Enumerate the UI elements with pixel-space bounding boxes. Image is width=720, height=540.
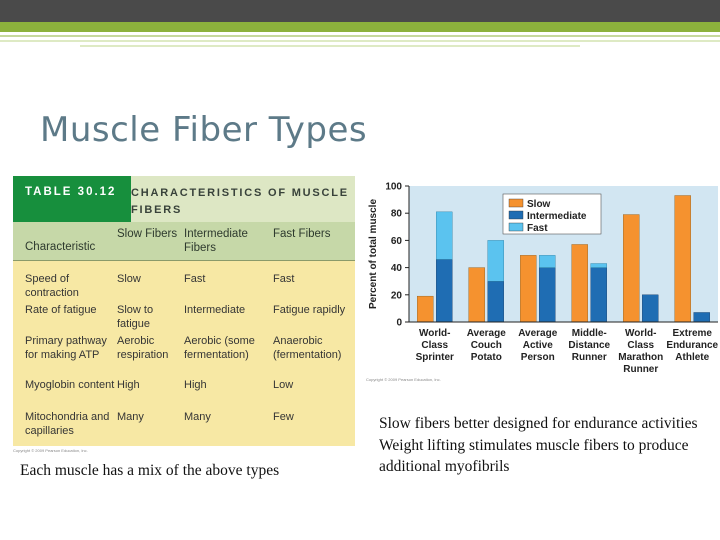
bar-fast — [436, 211, 453, 260]
slide-title: Muscle Fiber Types — [40, 110, 368, 150]
table-cell: Mitochondria and capillaries — [25, 411, 110, 437]
table-cell: Myoglobin content — [25, 379, 115, 391]
x-category-label: Middle- — [572, 328, 607, 339]
bar-intermediate — [693, 312, 710, 323]
x-category-label: Runner — [572, 352, 607, 363]
bar-slow — [623, 214, 640, 323]
chart-copyright: Copyright © 2009 Pearson Education, Inc. — [366, 377, 441, 382]
y-tick-label: 40 — [391, 263, 403, 274]
x-category-label: Endurance — [666, 340, 718, 351]
x-category-label: Runner — [623, 364, 658, 375]
legend-label-intermediate: Intermediate — [527, 211, 587, 222]
table-cell: Low — [273, 379, 294, 391]
table-cell: Anaerobic (fermentation) — [273, 335, 342, 361]
column-header-2: Intermediate Fibers — [184, 228, 248, 254]
bar-intermediate — [539, 267, 556, 323]
x-category-label: Athlete — [675, 352, 709, 363]
top-accent-bar — [0, 22, 720, 32]
bar-intermediate — [642, 294, 659, 323]
fiber-percentage-chart: 0 20 40 60 80 100 Percent of total muscle World… — [366, 182, 719, 383]
x-category-label: Extreme — [673, 328, 713, 339]
bar-fast — [590, 263, 607, 268]
bar-slow — [674, 195, 691, 323]
table-cell: High — [184, 379, 207, 391]
x-category-label: World- — [625, 328, 656, 339]
y-tick-label: 100 — [385, 182, 402, 193]
note-weight-lifting: Weight lifting stimulates muscle fibers … — [379, 436, 689, 476]
bar-fast — [487, 240, 504, 282]
table-cell: Rate of fatigue — [25, 304, 97, 316]
bar-slow — [520, 255, 537, 323]
table-title: CHARACTERISTICS OF MUSCLE FIBERS — [131, 187, 349, 216]
bar-slow — [468, 267, 485, 323]
column-header-1: Slow Fibers — [117, 228, 178, 240]
y-tick-label: 0 — [396, 318, 402, 329]
decorative-lines — [0, 35, 720, 47]
table-cell: Slow — [117, 273, 141, 285]
table-badge: TABLE 30.12 — [13, 176, 131, 222]
bar-intermediate — [487, 280, 504, 323]
legend-label-slow: Slow — [527, 199, 551, 210]
legend-swatch-intermediate — [508, 210, 524, 220]
x-category-label: Class — [421, 340, 448, 351]
bar-slow — [571, 244, 588, 323]
x-category-label: Distance — [568, 340, 610, 351]
table-cell: Intermediate — [184, 304, 246, 316]
bar-fast — [539, 255, 556, 268]
y-tick-label: 80 — [391, 209, 403, 220]
legend-swatch-fast — [508, 222, 524, 232]
top-bar — [0, 0, 720, 22]
bar-intermediate — [590, 267, 607, 323]
column-header-0: Characteristic — [25, 241, 96, 253]
column-header-divider — [13, 260, 355, 261]
table-header-band: TABLE 30.12 CHARACTERISTICS OF MUSCLE FI… — [13, 176, 355, 222]
x-category-label: Average — [467, 328, 507, 339]
x-category-label: Class — [627, 340, 654, 351]
x-category-label: Person — [521, 352, 555, 363]
table-cell: Fast — [273, 273, 295, 285]
x-category-label: Average — [518, 328, 558, 339]
table-cell: Primary pathway for making ATP — [25, 335, 107, 361]
bar-intermediate — [436, 259, 453, 323]
x-category-label: Couch — [471, 340, 502, 351]
table-cell: Speed of contraction — [25, 273, 79, 299]
y-tick-label: 20 — [391, 290, 403, 301]
x-category-label: World- — [419, 328, 450, 339]
legend-label-fast: Fast — [527, 223, 548, 234]
table-cell: Few — [273, 411, 294, 423]
caption-mixed-fibers: Each muscle has a mix of the above types — [20, 462, 280, 479]
bar-slow — [417, 295, 434, 323]
table-cell: Many — [184, 411, 211, 423]
fiber-characteristics-table: TABLE 30.12 CHARACTERISTICS OF MUSCLE FI… — [13, 176, 355, 446]
table-cell: Aerobic respiration — [117, 335, 169, 361]
table-cell: Slow to fatigue — [117, 304, 154, 330]
y-axis-label: Percent of total muscle — [368, 199, 379, 309]
column-header-band — [13, 222, 355, 260]
column-header-3: Fast Fibers — [273, 228, 331, 240]
notes: Slow fibers better designed for enduranc… — [379, 413, 719, 478]
table-cell: Many — [117, 411, 144, 423]
table-cell: Aerobic (some fermentation) — [184, 335, 255, 361]
note-slow-fibers: Slow fibers better designed for enduranc… — [379, 415, 698, 432]
x-category-label: Potato — [471, 352, 502, 363]
x-category-label: Sprinter — [416, 352, 454, 363]
table-number: TABLE 30.12 — [25, 186, 117, 198]
y-tick-label: 60 — [391, 236, 403, 247]
legend-swatch-slow — [508, 198, 524, 208]
x-category-label: Active — [523, 340, 553, 351]
table-cell: Fatigue rapidly — [273, 304, 346, 316]
x-category-label: Marathon — [618, 352, 663, 363]
table-cell: Fast — [184, 273, 206, 285]
table-copyright: Copyright © 2009 Pearson Education, Inc. — [13, 448, 88, 453]
table-cell: High — [117, 379, 140, 391]
